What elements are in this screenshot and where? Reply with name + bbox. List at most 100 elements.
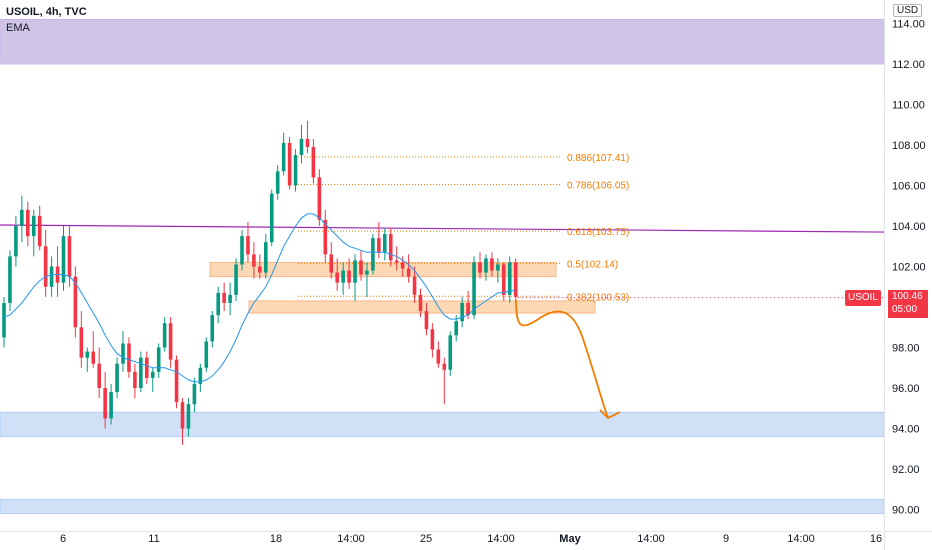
candle-body [507,262,512,295]
candle-body [424,311,429,330]
candle-body [222,292,226,303]
projection-layer[interactable] [515,297,884,420]
candle-body [311,147,316,178]
candle-body [454,321,458,336]
candle-body [299,138,304,156]
time-tick-label: 11 [148,533,159,545]
time-tick-label: 18 [270,533,282,545]
candle-body [394,260,399,263]
time-tick-label: 14:00 [487,533,515,545]
candle-body [180,402,185,429]
price-tick-label: 104.00 [892,221,926,233]
trendline-layer[interactable] [0,224,885,233]
candle-body [8,256,12,303]
candle-body [14,226,18,257]
projection-path [515,299,609,419]
currency-badge[interactable]: USD [893,4,923,17]
candle-body [20,209,24,226]
candle-body [502,264,506,295]
time-tick-label: 9 [723,533,729,545]
candles-layer [2,120,518,445]
candle-body [490,258,494,271]
candle-body [513,262,518,297]
price-tick-label: 90.00 [892,505,920,517]
resistance-zone [0,18,885,65]
price-tick-label: 98.00 [892,343,920,355]
candle-body [418,294,423,312]
candle-body [37,215,42,247]
candle-body [287,142,292,186]
candle-body [133,371,137,388]
candle-body [293,155,298,186]
fib-zone [209,261,557,278]
price-tick-label: 108.00 [892,140,926,152]
symbol-title[interactable]: USOIL, 4h, TVC [6,6,87,18]
price-tick-label: 114.00 [892,19,925,31]
candle-body [174,359,179,403]
candle-body [109,392,113,419]
candle-body [168,323,173,360]
price-tick-label: 94.00 [892,424,920,436]
ema-layer [3,213,516,383]
indicator-label[interactable]: EMA [6,22,30,34]
time-tick-label: May [559,533,581,545]
candle-body [275,171,280,194]
candle-body [139,357,143,388]
candle-body [145,357,149,378]
candle-body [383,234,387,253]
candle-body [281,142,286,172]
time-tick-label: 6 [60,533,66,545]
candle-body [150,371,155,378]
candle-body [49,266,54,287]
last-price-tag: 100.46 05:00 [888,290,928,318]
candle-body [400,262,405,269]
candle-body [329,254,334,273]
price-tick-label: 110.00 [892,100,925,112]
candle-body [341,270,345,283]
horizontal-trendline [0,224,885,233]
candle-body [186,404,191,429]
time-tick-label: 14:00 [337,533,365,545]
candle-body [365,270,369,275]
candle-body [335,272,339,283]
candle-body [323,219,328,255]
candle-body [216,292,220,316]
candle-body [317,177,322,220]
candle-body [85,351,90,358]
candle-body [371,238,375,271]
price-tick-label: 102.00 [892,262,926,274]
candle-body [73,276,78,328]
candle-body [347,270,351,283]
candle-body [466,302,470,316]
candle-body [121,343,125,364]
candle-body [388,234,393,261]
candle-body [472,262,476,316]
candle-body [406,268,411,277]
time-tick-label: 14:00 [787,533,815,545]
candle-body [269,193,274,243]
candle-body [31,215,36,237]
candle-body [305,138,310,148]
fib-level-label: 0.618(103.75) [567,227,629,238]
candle-body [204,341,209,368]
price-tick-label: 112.00 [892,59,925,71]
candle-body [442,363,447,370]
time-tick-label: 25 [420,533,432,545]
candle-body [240,236,244,265]
candle-body [97,363,101,388]
candle-body [2,302,6,338]
candle-body [103,388,107,419]
candle-body [26,209,30,237]
candle-body [359,260,363,275]
candle-body [258,266,262,273]
candle-body [67,236,72,277]
candle-body [162,323,167,348]
candle-body [436,349,441,364]
candle-body [234,264,238,295]
candle-body [192,383,197,405]
candle-body [478,262,482,273]
candle-body [127,343,131,372]
